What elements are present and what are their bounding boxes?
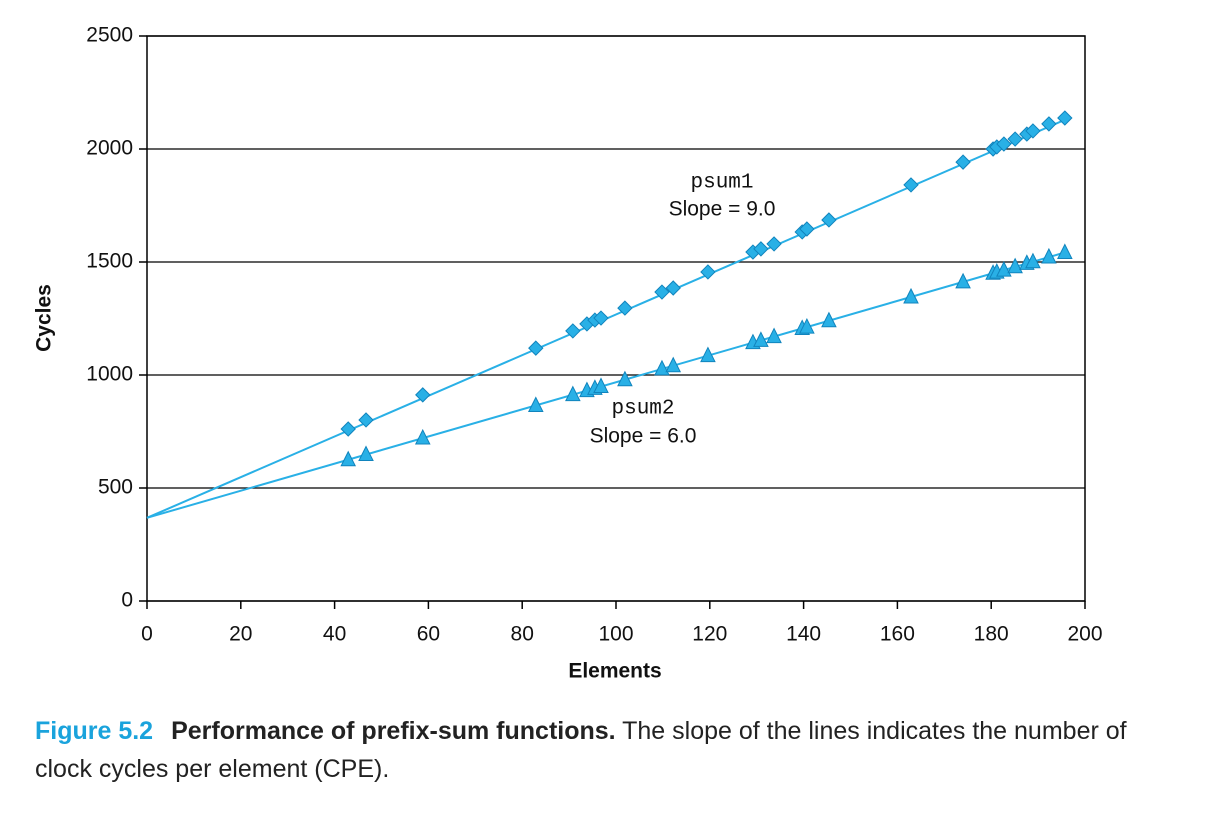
marker: [617, 300, 633, 316]
marker: [799, 317, 815, 334]
marker: [1057, 243, 1073, 260]
x-tick-label: 200: [1067, 623, 1102, 646]
marker: [593, 377, 609, 394]
marker: [1057, 110, 1073, 126]
x-tick-label: 20: [229, 623, 252, 646]
marker: [617, 370, 633, 387]
marker: [1025, 252, 1041, 269]
x-tick-label: 120: [692, 623, 727, 646]
marker: [1041, 247, 1057, 264]
marker: [565, 385, 581, 402]
fit-line: [146, 251, 1066, 519]
marker: [996, 136, 1012, 152]
x-tick-label: 160: [880, 623, 915, 646]
marker: [527, 396, 544, 413]
marker: [665, 356, 682, 373]
marker: [955, 272, 971, 289]
marker: [414, 428, 431, 445]
marker: [528, 340, 544, 356]
marker: [799, 221, 815, 237]
y-axis-label: Cycles: [33, 284, 56, 352]
caption: Figure 5.2 Performance of prefix-sum func…: [35, 712, 1185, 788]
marker: [358, 445, 374, 462]
x-tick-label: 100: [598, 623, 633, 646]
marker: [565, 323, 581, 339]
marker: [996, 261, 1012, 277]
marker: [415, 387, 431, 403]
annotation: Slope = 6.0: [590, 425, 697, 448]
marker: [753, 241, 769, 257]
marker: [358, 412, 374, 428]
marker: [340, 421, 356, 437]
marker: [593, 310, 609, 326]
marker: [1007, 131, 1023, 147]
annotation-name: psum2: [611, 398, 674, 421]
caption-label: Figure 5.2: [35, 717, 154, 745]
x-tick-label: 40: [323, 623, 346, 646]
x-tick-label: 80: [511, 623, 534, 646]
marker: [1025, 123, 1041, 139]
annotation-name: psum1: [690, 172, 753, 195]
marker: [753, 331, 769, 347]
x-axis-label: Elements: [568, 660, 661, 683]
marker: [340, 450, 357, 467]
y-tick-label: 1500: [86, 250, 133, 273]
marker: [955, 154, 971, 170]
marker: [821, 212, 837, 228]
y-tick-label: 0: [121, 589, 133, 612]
marker: [903, 177, 919, 193]
marker: [1007, 257, 1023, 274]
marker: [821, 311, 837, 328]
marker: [766, 327, 782, 344]
marker: [665, 280, 681, 296]
marker: [700, 264, 716, 280]
marker: [700, 346, 716, 363]
y-tick-label: 2500: [86, 24, 133, 47]
marker: [903, 287, 919, 304]
marker: [1041, 116, 1057, 132]
x-tick-label: 140: [786, 623, 821, 646]
marker: [654, 359, 670, 376]
x-tick-label: 60: [417, 623, 440, 646]
y-tick-label: 1000: [86, 363, 133, 386]
marker: [654, 284, 670, 300]
y-tick-label: 500: [98, 476, 133, 499]
chart: Elements Cycles psum1 Slope = 9.0 psum2 …: [33, 24, 1103, 683]
plot-frame: [146, 35, 1086, 602]
caption-text: The slope of the lines indicates the num…: [35, 717, 1127, 783]
x-tick-label: 0: [141, 623, 153, 646]
y-tick-label: 2000: [86, 137, 133, 160]
caption-heading: Performance of prefix-sum functions.: [171, 717, 616, 745]
marker: [766, 236, 782, 252]
x-tick-label: 180: [974, 623, 1009, 646]
annotation: Slope = 9.0: [669, 198, 776, 221]
